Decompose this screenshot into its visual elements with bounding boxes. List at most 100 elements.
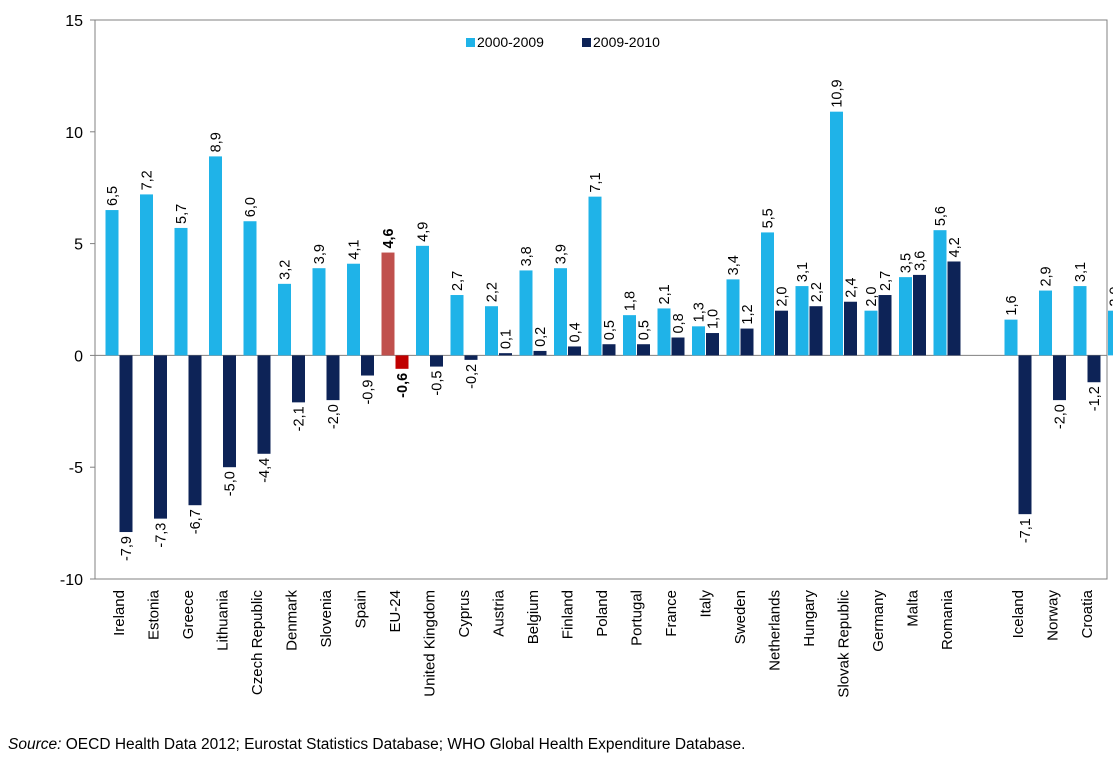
- data-label-2009-2010: -0,2: [464, 364, 480, 389]
- category-label: Romania: [939, 589, 956, 650]
- data-label-2000-2009: 6,5: [105, 186, 121, 206]
- data-label-2009-2010: -7,1: [1018, 518, 1034, 543]
- bar-2009-2010: [844, 301, 857, 356]
- data-label-2009-2010: -6,7: [188, 509, 204, 534]
- bar-2000-2009: [657, 308, 671, 356]
- category-label: Italy: [698, 590, 715, 618]
- bar-2000-2009: [347, 263, 360, 356]
- data-label-2000-2009: 5,5: [761, 208, 777, 228]
- category-label: Sweden: [732, 590, 749, 644]
- legend-label-2000-2009: 2000-2009: [477, 34, 544, 50]
- data-label-2000-2009: 3,5: [899, 253, 915, 273]
- data-label-2000-2009: 2,9: [1039, 266, 1055, 286]
- data-label-2000-2009: 4,9: [416, 222, 432, 242]
- bar-2009-2010: [292, 355, 305, 403]
- bar-2000-2009: [1073, 286, 1087, 356]
- bar-2000-2009: [209, 156, 222, 356]
- data-label-2000-2009: 6,0: [243, 197, 259, 217]
- bar-2009-2010: [188, 355, 202, 506]
- data-label-2000-2009: 1,6: [1004, 295, 1020, 315]
- data-label-2009-2010: 0,1: [499, 329, 515, 349]
- chart-category-labels: Ireland Estonia Greece Lithuania Czech Repub…: [111, 589, 1096, 698]
- source-text: OECD Health Data 2012; Eurostat Statisti…: [61, 736, 746, 753]
- data-label-2009-2010: 0,2: [533, 327, 549, 347]
- data-label-2009-2010: -0,6: [395, 373, 411, 398]
- bar-2009-2010: [706, 333, 719, 356]
- data-label-2000-2009: 5,7: [174, 204, 190, 224]
- data-label-2000-2009: 3,1: [795, 262, 811, 282]
- data-label-2009-2010: 0,5: [602, 320, 618, 340]
- data-label-2009-2010: -7,3: [154, 523, 170, 548]
- data-label-2000-2009: 2,1: [657, 284, 673, 304]
- bar-2009-2010: [740, 328, 754, 356]
- y-tick-label: 10: [65, 125, 83, 142]
- bar-2000-2009: [692, 326, 705, 356]
- bar-2009-2010: [361, 355, 374, 376]
- category-label: Croatia: [1079, 589, 1096, 638]
- data-label-2000-2009: 3,4: [726, 255, 742, 275]
- category-label: Netherlands: [767, 590, 784, 671]
- data-label-2009-2010: -4,4: [257, 458, 273, 483]
- data-label-2009-2010: -5,0: [223, 471, 239, 496]
- bar-2000-2009: [312, 268, 326, 356]
- y-tick-label: -5: [69, 460, 83, 477]
- bar-2000-2009: [830, 111, 843, 356]
- bar-2009-2010: [430, 355, 443, 367]
- category-label: Portugal: [629, 590, 646, 646]
- bar-2000-2009: [1108, 310, 1113, 356]
- data-label-2000-2009: 2,7: [450, 271, 466, 291]
- category-label: France: [663, 590, 680, 637]
- y-tick-label: 0: [74, 348, 83, 365]
- bar-2009-2010: [257, 355, 271, 454]
- data-label-2009-2010: -2,0: [1053, 404, 1069, 429]
- data-label-2009-2010: 3,6: [913, 251, 929, 271]
- bar-2009-2010: [947, 261, 961, 356]
- bar-2009-2010: [568, 346, 581, 356]
- data-label-2000-2009: 1,8: [623, 291, 639, 311]
- data-label-2000-2009: 7,2: [140, 170, 156, 190]
- chart-data-labels: 6,5 -7,9 7,2 -7,3 5,7 -6,7 8,9 -5,0 6,0 -4,4 3,2 -2…: [105, 79, 1113, 561]
- bar-2009-2010: [1087, 355, 1101, 383]
- y-tick-label: 5: [74, 237, 83, 254]
- bar-2000-2009: [726, 279, 740, 356]
- data-label-2009-2010: 2,4: [844, 278, 860, 298]
- bar-2009-2010: [326, 355, 340, 401]
- chart-bars: [105, 111, 1113, 533]
- bar-2000-2009: [416, 245, 429, 356]
- data-label-2000-2009: 2,0: [864, 287, 880, 307]
- bar-2000-2009: [450, 295, 464, 356]
- data-label-2000-2009: 1,3: [692, 302, 708, 322]
- category-label: Iceland: [1010, 590, 1027, 638]
- data-label-2009-2010: 2,7: [878, 271, 894, 291]
- data-label-2009-2010: -7,9: [119, 536, 135, 561]
- data-label-2009-2010: -0,5: [430, 371, 446, 396]
- bar-2000-2009: [243, 221, 257, 356]
- bar-2009-2010: [913, 274, 926, 356]
- source-prefix: Source:: [8, 736, 62, 753]
- y-tick-label: 15: [65, 13, 83, 30]
- bar-2000-2009: [278, 283, 291, 356]
- category-label: Denmark: [284, 590, 301, 651]
- data-label-2009-2010: 2,2: [809, 282, 825, 302]
- bar-2000-2009: [623, 315, 636, 356]
- category-label: Czech Republic: [249, 590, 266, 696]
- category-label: Poland: [594, 590, 611, 637]
- bar-2009-2010: [1018, 355, 1032, 515]
- bar-2009-2010: [464, 355, 478, 360]
- data-label-2000-2009: 5,6: [933, 206, 949, 226]
- legend-swatch-2009-2010: [582, 38, 591, 47]
- bar-2009-2010: [775, 310, 788, 356]
- category-label: Lithuania: [215, 589, 232, 651]
- category-label: Belgium: [525, 590, 542, 644]
- bar-2000-2009: [933, 230, 947, 356]
- data-label-2009-2010: -1,2: [1087, 386, 1103, 411]
- bar-2000-2009: [588, 196, 602, 356]
- data-label-2000-2009: 2,0: [1108, 287, 1113, 307]
- bar-2009-2010: [671, 337, 685, 356]
- category-label: EU-24: [387, 590, 404, 633]
- data-label-2000-2009: 10,9: [830, 79, 846, 107]
- category-label: Malta: [905, 589, 922, 626]
- category-label: Estonia: [146, 589, 163, 640]
- category-label: Slovak Republic: [836, 590, 853, 698]
- bar-2009-2010: [154, 355, 167, 519]
